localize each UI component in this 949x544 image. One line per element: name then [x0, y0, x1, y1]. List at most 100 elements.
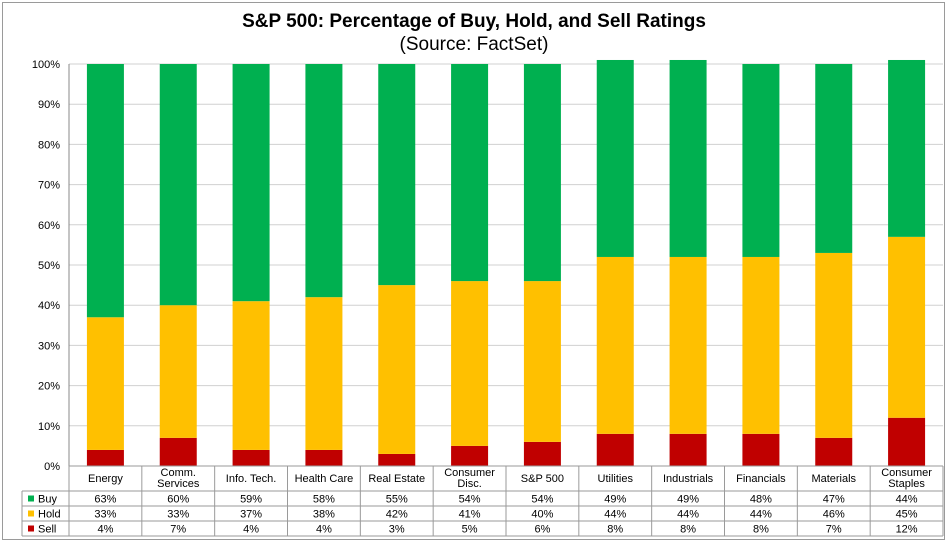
legend-key-sell — [28, 525, 34, 532]
data-label-sell: 4% — [243, 524, 259, 536]
y-tick-label: 40% — [38, 300, 60, 312]
data-label-hold: 44% — [677, 509, 699, 521]
bar-sell-segment — [159, 437, 197, 466]
data-label-sell: 4% — [97, 524, 113, 536]
data-label-sell: 6% — [534, 524, 550, 536]
category-label: Services — [157, 478, 200, 490]
data-label-buy: 54% — [531, 494, 553, 506]
data-label-buy: 47% — [823, 494, 845, 506]
y-axis: 0% 10% 20% 30% 40% 50% 60% 70% 80% 90% 100% — [32, 59, 70, 473]
bar-sell-segment — [523, 441, 561, 466]
category-label: Industrials — [663, 473, 714, 485]
gridlines — [69, 63, 943, 467]
bar-hold-segment — [159, 305, 197, 438]
legend-label-buy: Buy — [38, 494, 57, 506]
bar-buy-segment — [815, 64, 853, 253]
bar-buy-segment — [596, 59, 634, 257]
bar-buy-segment — [86, 64, 124, 318]
data-label-hold: 44% — [750, 509, 772, 521]
data-label-sell: 4% — [316, 524, 332, 536]
data-label-buy: 55% — [386, 494, 408, 506]
data-label-sell: 3% — [389, 524, 405, 536]
bar-hold-segment — [815, 252, 853, 438]
bar-sell-segment — [815, 437, 853, 466]
data-label-buy: 44% — [896, 494, 918, 506]
bar-hold-segment — [305, 297, 343, 450]
bar-sell-segment — [305, 449, 343, 466]
y-tick-label: 30% — [38, 340, 60, 352]
y-tick-label: 60% — [38, 220, 60, 232]
data-label-buy: 48% — [750, 494, 772, 506]
bar-hold-segment — [232, 301, 270, 450]
y-tick-label: 100% — [32, 59, 60, 71]
category-label: Consumer — [881, 467, 932, 479]
bar-sell-segment — [669, 433, 707, 466]
data-label-hold: 38% — [313, 509, 335, 521]
data-label-buy: 54% — [459, 494, 481, 506]
category-label: Health Care — [295, 473, 354, 485]
y-tick-label: 70% — [38, 180, 60, 192]
category-label: Consumer — [444, 467, 495, 479]
data-label-hold: 46% — [823, 509, 845, 521]
bar-buy-segment — [669, 59, 707, 257]
y-tick-label: 90% — [38, 99, 60, 111]
y-tick-label: 80% — [38, 139, 60, 151]
category-label: Disc. — [457, 478, 481, 490]
data-label-sell: 8% — [680, 524, 696, 536]
chart-title: S&P 500: Percentage of Buy, Hold, and Se… — [242, 11, 706, 32]
y-tick-label: 20% — [38, 381, 60, 393]
bar-hold-segment — [596, 256, 634, 434]
data-label-sell: 8% — [753, 524, 769, 536]
bars — [86, 59, 926, 466]
category-label: Comm. — [161, 467, 196, 479]
legend-key-buy — [28, 495, 34, 502]
data-label-sell: 7% — [826, 524, 842, 536]
bar-buy-segment — [742, 64, 780, 257]
bar-sell-segment — [742, 433, 780, 466]
category-label: Materials — [811, 473, 856, 485]
data-label-hold: 44% — [604, 509, 626, 521]
bar-hold-segment — [669, 256, 707, 434]
bar-buy-segment — [888, 59, 926, 237]
bar-sell-segment — [86, 449, 124, 466]
data-label-sell: 5% — [462, 524, 478, 536]
category-label: Real Estate — [368, 473, 425, 485]
data-label-sell: 12% — [896, 524, 918, 536]
data-label-hold: 33% — [94, 509, 116, 521]
data-label-hold: 45% — [896, 509, 918, 521]
category-label: Utilities — [598, 473, 634, 485]
bar-hold-segment — [523, 281, 561, 442]
chart-subtitle: (Source: FactSet) — [400, 34, 549, 55]
data-label-hold: 42% — [386, 509, 408, 521]
bar-hold-segment — [742, 256, 780, 434]
legend-label-sell: Sell — [38, 524, 56, 536]
category-label: S&P 500 — [521, 473, 564, 485]
y-tick-label: 0% — [44, 461, 60, 473]
bar-buy-segment — [159, 64, 197, 306]
bar-sell-segment — [451, 445, 489, 466]
data-label-hold: 40% — [531, 509, 553, 521]
bar-hold-segment — [451, 281, 489, 446]
bar-sell-segment — [378, 453, 416, 466]
data-label-hold: 41% — [459, 509, 481, 521]
bar-buy-segment — [232, 64, 270, 302]
bar-hold-segment — [86, 317, 124, 450]
data-label-buy: 49% — [677, 494, 699, 506]
category-label: Energy — [88, 473, 123, 485]
data-label-hold: 37% — [240, 509, 262, 521]
bar-sell-segment — [888, 417, 926, 466]
bar-sell-segment — [232, 449, 270, 466]
data-label-buy: 60% — [167, 494, 189, 506]
data-label-sell: 8% — [607, 524, 623, 536]
data-label-buy: 59% — [240, 494, 262, 506]
category-label: Financials — [736, 473, 786, 485]
data-label-buy: 63% — [94, 494, 116, 506]
category-label: Staples — [888, 478, 925, 490]
bar-buy-segment — [378, 64, 416, 286]
data-label-hold: 33% — [167, 509, 189, 521]
data-label-buy: 58% — [313, 494, 335, 506]
bar-buy-segment — [523, 64, 561, 282]
legend-label-hold: Hold — [38, 509, 61, 521]
bar-buy-segment — [451, 64, 489, 282]
